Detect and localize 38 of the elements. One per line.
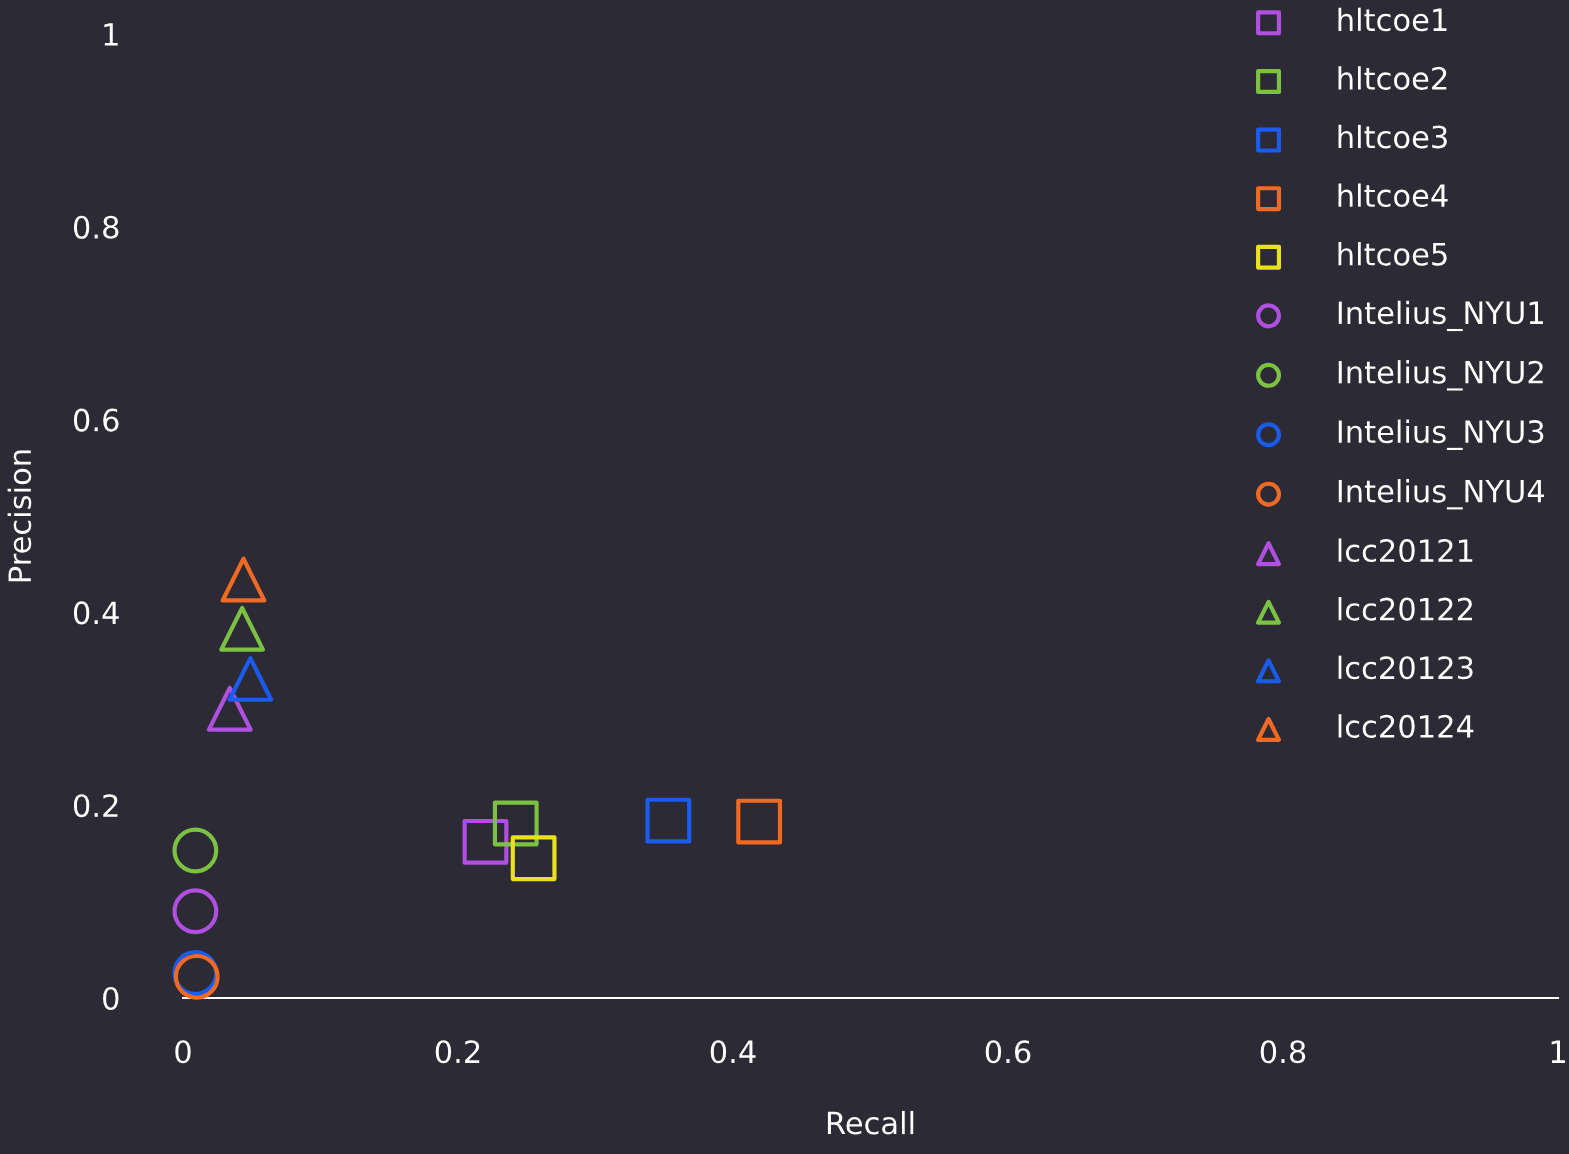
x-tick-label: 0.4 — [710, 1040, 756, 1064]
point — [645, 797, 692, 844]
y-tick-label: 0.6 — [73, 408, 119, 432]
legend-label: hltcoe1 — [1338, 7, 1447, 32]
point — [206, 685, 253, 732]
legend-label: Intelius_NYU2 — [1338, 360, 1543, 391]
x-axis-title: Recall — [827, 1110, 914, 1135]
legend-label: Intelius_NYU1 — [1338, 300, 1543, 332]
x-tick-label: 0 — [175, 1040, 191, 1064]
legend-label: lcc20121 — [1338, 538, 1473, 563]
y-tick-label: 0.4 — [73, 601, 119, 625]
legend-label: hltcoe3 — [1338, 124, 1447, 149]
legend-label: lcc20124 — [1338, 714, 1474, 738]
y-axis-title: Precision — [7, 450, 32, 582]
x-tick-label: 0.8 — [1260, 1040, 1306, 1064]
x-tick-label: 1 — [1551, 1040, 1565, 1063]
legend-label: hltcoe2 — [1338, 66, 1447, 90]
y-tick-label: 1 — [104, 23, 118, 46]
y-tick-label: 0 — [103, 986, 119, 1011]
x-tick-label: 0.6 — [985, 1040, 1031, 1064]
point — [492, 800, 539, 847]
point — [220, 556, 267, 603]
legend-label: lcc20122 — [1338, 597, 1472, 621]
legend-label: hltcoe5 — [1338, 242, 1447, 266]
legend-label: lcc20123 — [1338, 655, 1473, 680]
y-tick-label: 0.8 — [73, 215, 119, 239]
point — [172, 888, 219, 935]
point — [227, 655, 274, 702]
point — [736, 798, 783, 845]
point — [510, 835, 557, 882]
point — [462, 818, 509, 865]
legend-label: Intelius_NYU3 — [1338, 419, 1544, 450]
x-tick-label: 0.2 — [435, 1040, 480, 1064]
legend-label: Intelius_NYU4 — [1338, 479, 1545, 510]
legend-label: hltcoe4 — [1338, 183, 1448, 208]
point — [172, 827, 219, 874]
y-tick-label: 0.2 — [73, 794, 118, 818]
point — [219, 605, 266, 652]
